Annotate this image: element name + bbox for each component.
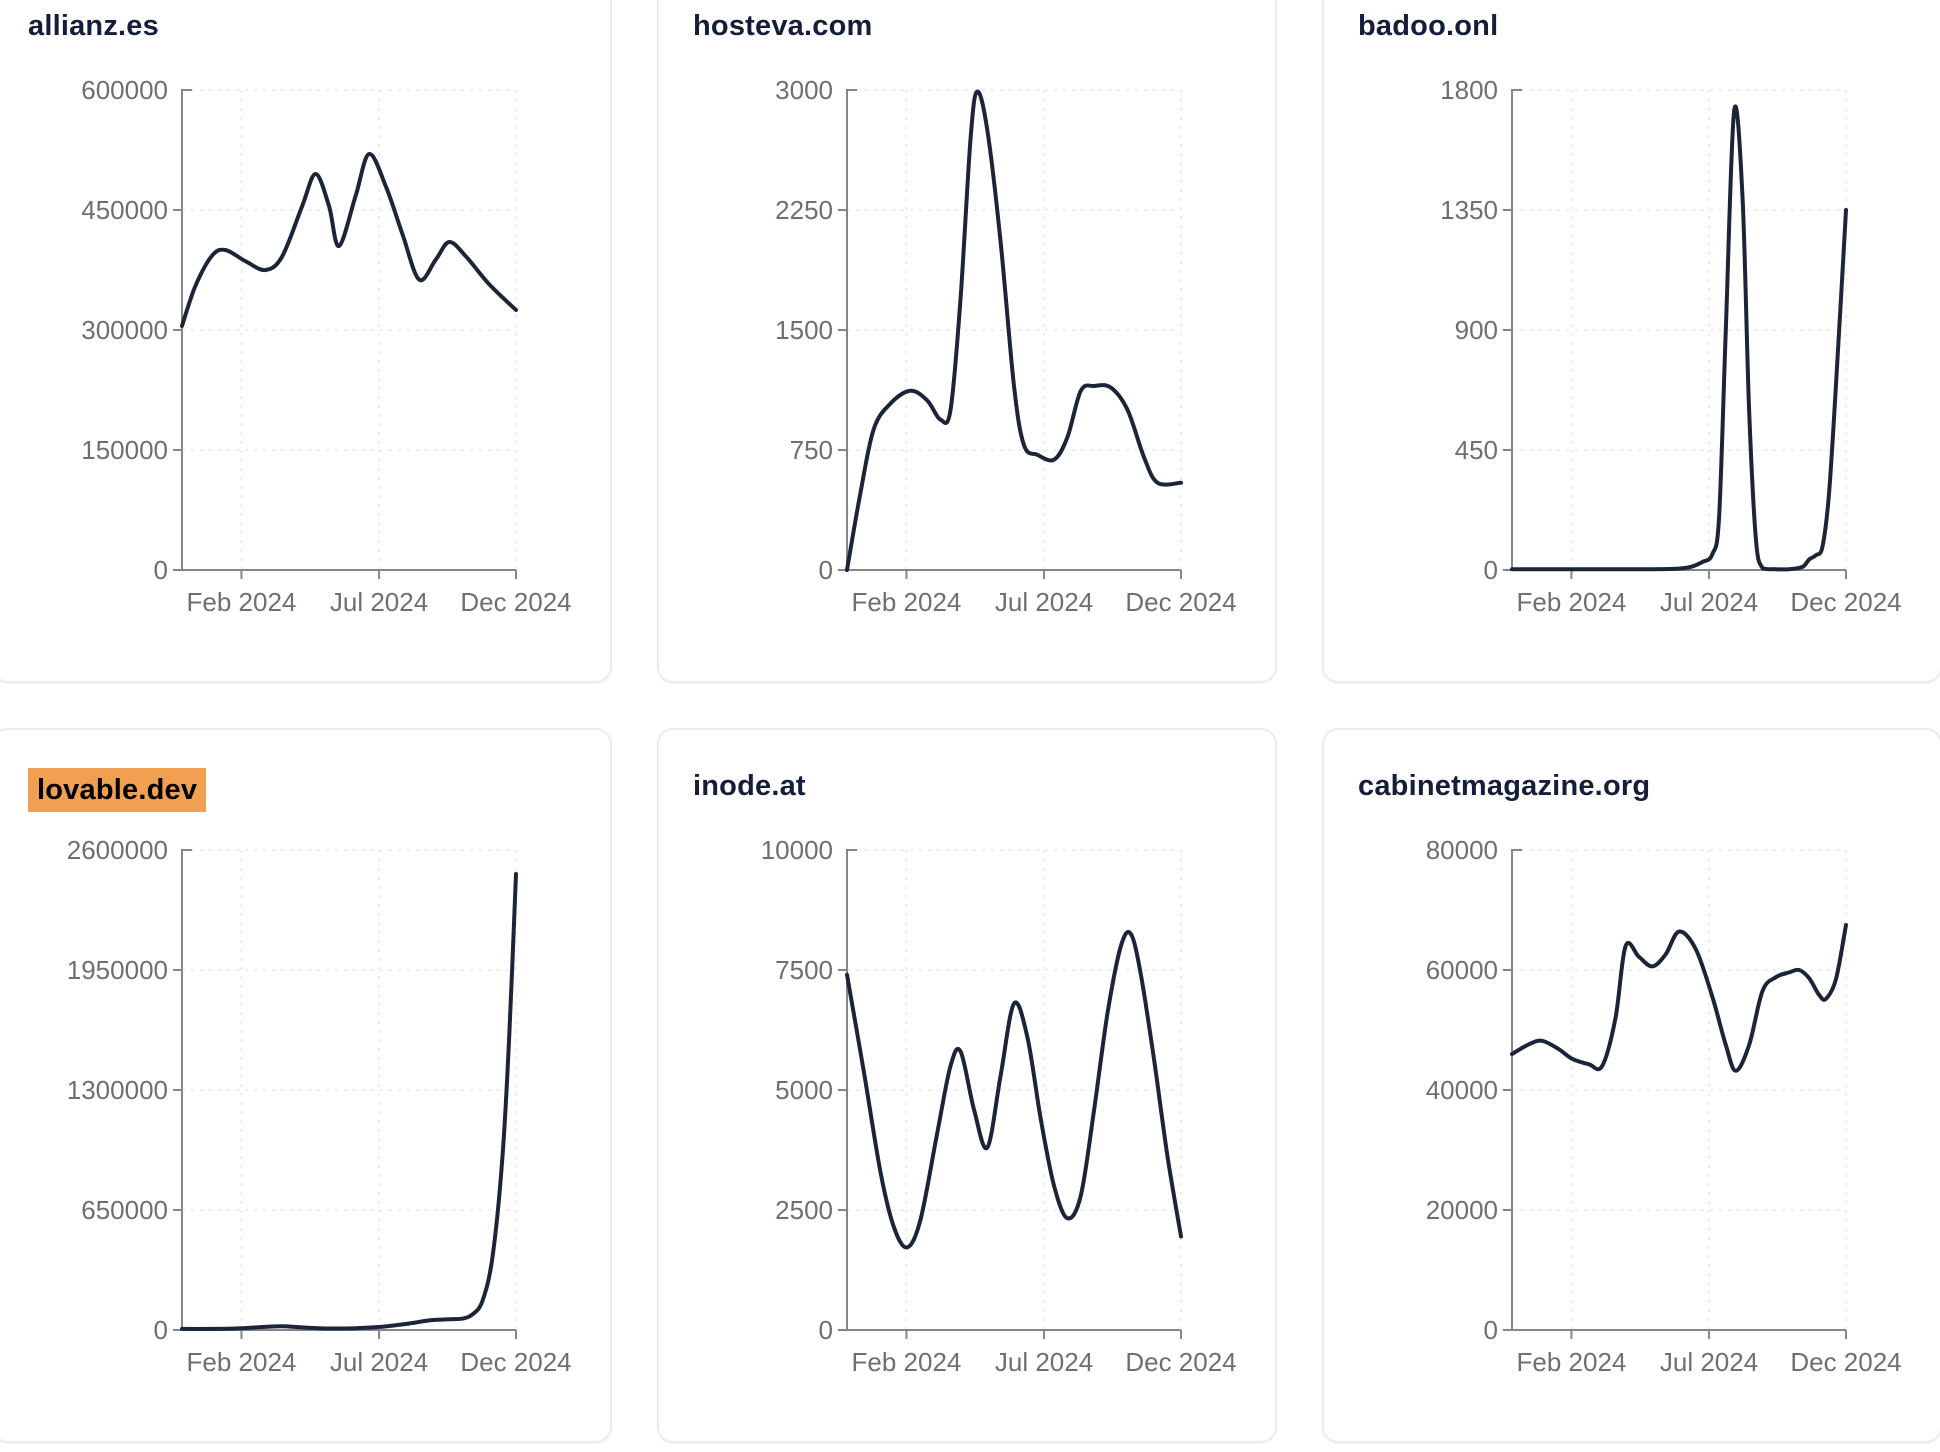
svg-text:150000: 150000 [81,435,168,465]
svg-text:Jul 2024: Jul 2024 [1660,587,1758,617]
svg-text:0: 0 [154,1315,168,1345]
domain-title-text: badoo.onl [1358,10,1499,42]
svg-text:0: 0 [1484,555,1498,585]
svg-text:450: 450 [1455,435,1498,465]
svg-text:Feb 2024: Feb 2024 [1517,587,1627,617]
svg-text:Jul 2024: Jul 2024 [330,1347,428,1377]
domain-title: hosteva.com [693,8,873,44]
svg-text:600000: 600000 [81,75,168,105]
traffic-line-chart: 0 20000 40000 60000 80000 Feb 2024 Jul 2024 Dec… [1426,835,1902,1377]
domain-card-hosteva-com[interactable]: hosteva.com 0 750 1500 2250 3000 Feb 2024 Jul … [657,0,1277,683]
domain-card-inode-at[interactable]: inode.at 0 2500 5000 7500 10000 Feb 2024 Jul 2… [657,728,1277,1443]
svg-text:0: 0 [1484,1315,1498,1345]
svg-text:Feb 2024: Feb 2024 [187,587,297,617]
svg-text:650000: 650000 [81,1195,168,1225]
svg-text:7500: 7500 [775,955,833,985]
svg-text:300000: 300000 [81,315,168,345]
svg-text:Feb 2024: Feb 2024 [187,1347,297,1377]
domain-title: badoo.onl [1358,8,1498,44]
svg-text:1300000: 1300000 [67,1075,168,1105]
domain-card-lovable-dev[interactable]: lovable.dev 0 650000 1300000 1950000 2600000… [0,728,612,1443]
svg-text:Dec 2024: Dec 2024 [1125,1347,1236,1377]
domain-title-text-highlighted: lovable.dev [28,768,207,812]
svg-text:20000: 20000 [1426,1195,1498,1225]
svg-text:2600000: 2600000 [67,835,168,865]
traffic-line-chart: 0 2500 5000 7500 10000 Feb 2024 Jul 2024 Dec 20… [761,835,1237,1377]
svg-text:5000: 5000 [775,1075,833,1105]
domain-title-text: cabinetmagazine.org [1358,770,1651,802]
svg-text:0: 0 [819,1315,833,1345]
svg-text:Dec 2024: Dec 2024 [1125,587,1236,617]
svg-text:80000: 80000 [1426,835,1498,865]
svg-text:10000: 10000 [761,835,833,865]
svg-text:900: 900 [1455,315,1498,345]
domain-title: allianz.es [28,8,159,44]
svg-text:Jul 2024: Jul 2024 [1660,1347,1758,1377]
svg-text:1950000: 1950000 [67,955,168,985]
svg-text:2250: 2250 [775,195,833,225]
svg-text:0: 0 [154,555,168,585]
svg-text:2500: 2500 [775,1195,833,1225]
svg-text:Dec 2024: Dec 2024 [1790,1347,1901,1377]
svg-text:Dec 2024: Dec 2024 [1790,587,1901,617]
domain-title-text: allianz.es [28,10,159,42]
traffic-line-chart: 0 650000 1300000 1950000 2600000 Feb 2024 Jul … [67,835,572,1377]
domain-title-text: hosteva.com [693,10,873,42]
svg-text:3000: 3000 [775,75,833,105]
domain-title: lovable.dev [28,768,207,812]
svg-text:0: 0 [819,555,833,585]
domain-card-cabinetmagazine-org[interactable]: cabinetmagazine.org 0 20000 40000 60000 8000… [1322,728,1940,1443]
domain-card-badoo-onl[interactable]: badoo.onl 0 450 900 1350 1800 Feb 2024 Jul 202… [1322,0,1940,683]
svg-text:1800: 1800 [1440,75,1498,105]
svg-text:Dec 2024: Dec 2024 [460,1347,571,1377]
svg-text:Feb 2024: Feb 2024 [852,1347,962,1377]
svg-text:1500: 1500 [775,315,833,345]
svg-text:450000: 450000 [81,195,168,225]
svg-text:Feb 2024: Feb 2024 [1517,1347,1627,1377]
domain-title: inode.at [693,768,806,804]
svg-text:Dec 2024: Dec 2024 [460,587,571,617]
svg-text:Jul 2024: Jul 2024 [995,587,1093,617]
svg-text:Jul 2024: Jul 2024 [330,587,428,617]
svg-text:40000: 40000 [1426,1075,1498,1105]
svg-text:1350: 1350 [1440,195,1498,225]
traffic-line-chart: 0 450 900 1350 1800 Feb 2024 Jul 2024 Dec 2024 [1440,75,1902,617]
svg-text:750: 750 [790,435,833,465]
domain-card-allianz-es[interactable]: allianz.es 0 150000 300000 450000 600000 Feb … [0,0,612,683]
svg-text:60000: 60000 [1426,955,1498,985]
svg-text:Jul 2024: Jul 2024 [995,1347,1093,1377]
svg-text:Feb 2024: Feb 2024 [852,587,962,617]
traffic-line-chart: 0 750 1500 2250 3000 Feb 2024 Jul 2024 Dec 2024 [775,75,1237,617]
domain-title: cabinetmagazine.org [1358,768,1650,804]
domain-title-text: inode.at [693,770,806,802]
traffic-line-chart: 0 150000 300000 450000 600000 Feb 2024 Jul 202… [81,75,571,617]
